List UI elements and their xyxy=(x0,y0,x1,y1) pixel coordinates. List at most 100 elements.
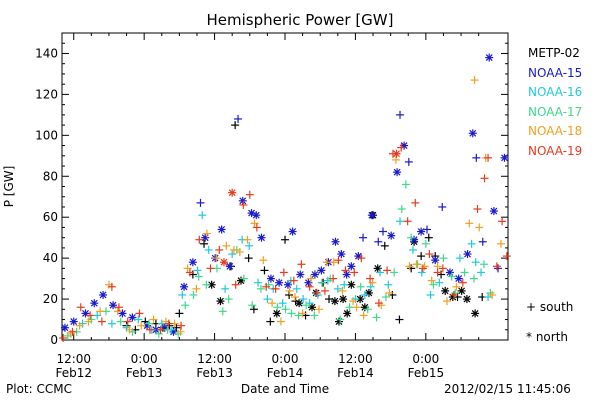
data-point xyxy=(86,311,95,320)
data-point xyxy=(405,262,414,271)
data-point xyxy=(404,157,413,166)
data-point xyxy=(333,284,342,293)
data-point xyxy=(252,223,261,232)
data-point xyxy=(281,305,290,314)
data-point xyxy=(364,288,373,297)
data-point xyxy=(68,327,77,336)
data-point xyxy=(202,280,211,289)
data-point xyxy=(374,299,383,308)
data-point xyxy=(250,219,259,228)
data-point xyxy=(183,264,192,273)
data-point xyxy=(317,266,326,275)
legend-north-symbol: * xyxy=(526,330,532,344)
data-point xyxy=(387,231,396,240)
data-point xyxy=(325,295,334,304)
data-point xyxy=(367,211,376,220)
data-point xyxy=(396,217,405,226)
data-point xyxy=(292,284,301,293)
data-point xyxy=(350,268,359,277)
data-point xyxy=(216,297,225,306)
data-point xyxy=(195,235,204,244)
x-tick-label: 12:00 xyxy=(338,352,373,366)
data-point xyxy=(114,303,123,312)
data-point xyxy=(245,190,254,199)
data-point xyxy=(454,274,463,283)
data-point xyxy=(218,307,227,316)
data-point xyxy=(341,266,350,275)
data-point xyxy=(297,260,306,269)
y-tick-label: 20 xyxy=(43,292,58,306)
data-point xyxy=(294,311,303,320)
data-point xyxy=(285,286,294,295)
data-point xyxy=(278,299,287,308)
data-point xyxy=(489,207,498,216)
data-point xyxy=(390,268,399,277)
data-point xyxy=(228,188,237,197)
data-point xyxy=(263,295,272,304)
data-point xyxy=(306,274,315,283)
data-point xyxy=(266,274,275,283)
data-point xyxy=(239,200,248,209)
data-point xyxy=(438,202,447,211)
data-point xyxy=(407,264,416,273)
data-point xyxy=(125,325,134,334)
data-point xyxy=(134,315,143,324)
data-point xyxy=(198,211,207,220)
chart-marks xyxy=(59,53,511,342)
data-point xyxy=(347,262,356,271)
data-point xyxy=(288,227,297,236)
data-point xyxy=(312,288,321,297)
data-point xyxy=(450,290,459,299)
data-point xyxy=(238,196,247,205)
data-point xyxy=(204,245,213,254)
data-point xyxy=(469,274,478,283)
data-point xyxy=(96,307,105,316)
data-point xyxy=(331,237,340,246)
data-point xyxy=(359,311,368,320)
data-point xyxy=(439,254,448,263)
data-point xyxy=(256,284,265,293)
data-point xyxy=(299,295,308,304)
data-point xyxy=(260,266,269,275)
data-point xyxy=(118,309,127,318)
data-point xyxy=(485,53,494,62)
data-point xyxy=(66,329,75,338)
data-point xyxy=(107,319,116,328)
data-point xyxy=(163,325,172,334)
data-point xyxy=(322,258,331,267)
data-point xyxy=(451,288,460,297)
legend-entry: NOAA-16 xyxy=(528,85,583,99)
data-point xyxy=(379,227,388,236)
data-point xyxy=(458,278,467,287)
data-point xyxy=(498,217,507,226)
data-point xyxy=(445,268,454,277)
data-point xyxy=(84,317,93,326)
x-tick-date: Feb13 xyxy=(126,366,163,380)
series-NOAA-19 xyxy=(59,143,511,342)
data-point xyxy=(380,241,389,250)
series-NOAA-18 xyxy=(66,76,505,338)
data-point xyxy=(254,278,263,287)
data-point xyxy=(424,233,433,242)
legend-north-label: north xyxy=(535,330,569,344)
data-point xyxy=(320,286,329,295)
data-point xyxy=(276,317,285,326)
legend-entry: METP-02 xyxy=(528,46,580,60)
data-point xyxy=(338,286,347,295)
data-point xyxy=(268,299,277,308)
data-point xyxy=(457,286,466,295)
data-point xyxy=(239,274,248,283)
data-point xyxy=(245,241,254,250)
data-point xyxy=(383,266,392,275)
data-point xyxy=(281,235,289,244)
series-METP-02 xyxy=(122,121,487,334)
data-point xyxy=(492,262,501,271)
chart-axes xyxy=(61,32,509,341)
data-point xyxy=(417,268,426,277)
x-tick-date: Feb13 xyxy=(196,366,233,380)
data-point xyxy=(178,290,187,299)
data-point xyxy=(484,153,493,162)
data-point xyxy=(113,307,122,316)
data-point xyxy=(468,129,477,138)
